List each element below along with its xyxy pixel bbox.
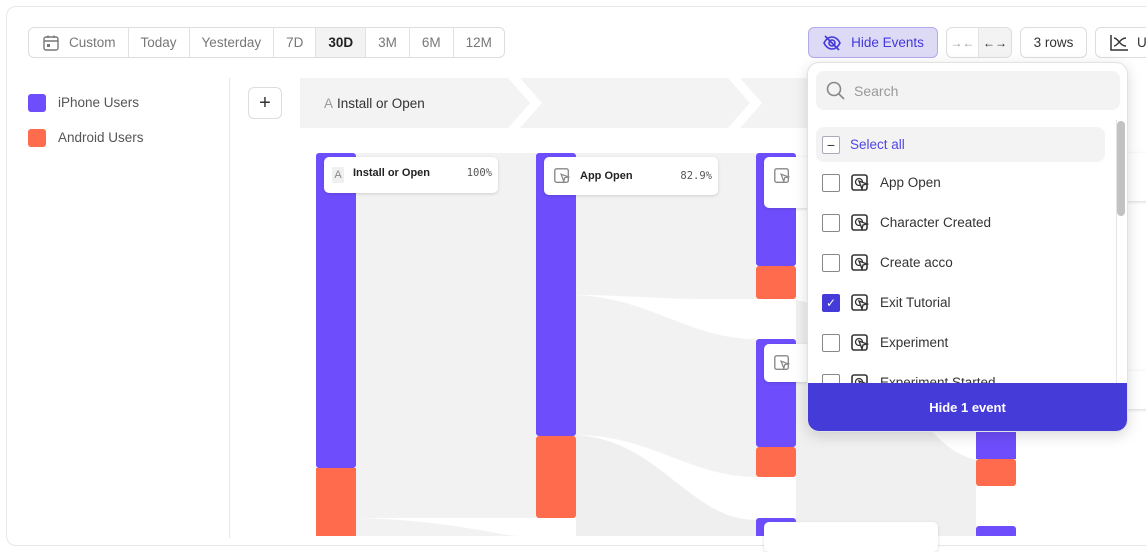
hide-events-dropdown: Search − Select all App Open Character Cr… — [807, 62, 1128, 432]
eye-off-icon — [823, 34, 841, 51]
chart-icon — [1110, 34, 1128, 51]
scrollbar-thumb[interactable] — [1117, 121, 1125, 216]
rows-button[interactable]: 3 rows — [1020, 27, 1087, 58]
date-12m[interactable]: 12M — [465, 35, 492, 50]
event-cursor-icon — [774, 355, 791, 371]
date-7d[interactable]: 7D — [274, 28, 317, 57]
date-30d[interactable]: 30D — [316, 28, 367, 57]
collapse-icon: →← — [950, 35, 975, 50]
event-option[interactable]: ✓ Exit Tutorial — [816, 285, 1105, 320]
event-cursor-icon — [851, 213, 870, 231]
node-card-install[interactable]: A Install or Open 100% — [324, 157, 498, 193]
node-card[interactable] — [764, 522, 938, 552]
event-checkbox[interactable]: ✓ — [822, 293, 840, 312]
flow-link — [576, 435, 756, 536]
date-today[interactable]: Today — [129, 28, 190, 57]
iphone-swatch — [28, 94, 46, 112]
bar-iphone — [536, 153, 576, 436]
step-header-3 — [740, 78, 810, 128]
date-range-selector: Custom Today Yesterday 7D 30D 3M 6M 12M — [28, 27, 505, 58]
bar-iphone — [976, 526, 1016, 536]
sidebar-divider — [229, 78, 230, 538]
flow-link — [356, 518, 520, 536]
search-input[interactable]: Search — [816, 71, 1120, 110]
event-checkbox[interactable] — [822, 173, 840, 192]
event-checkbox[interactable] — [822, 213, 840, 232]
event-option[interactable]: Character Created — [816, 205, 1105, 240]
hide-events-confirm-button[interactable]: Hide 1 event — [808, 383, 1127, 431]
event-cursor-icon — [774, 168, 791, 184]
event-cursor-icon — [554, 168, 571, 184]
event-cursor-icon — [851, 333, 870, 351]
date-3m[interactable]: 3M — [366, 28, 410, 57]
step-header-2 — [520, 78, 750, 128]
scrollbar-track[interactable] — [1116, 120, 1117, 384]
hide-events-button[interactable]: Hide Events — [808, 27, 938, 58]
bar-iphone — [316, 153, 356, 468]
bar-android — [976, 459, 1016, 486]
event-option[interactable]: Experiment — [816, 325, 1105, 360]
date-yesterday[interactable]: Yesterday — [190, 28, 275, 57]
add-step-button[interactable]: + — [248, 87, 282, 119]
calendar-icon — [43, 35, 59, 51]
step-header-title[interactable]: A Install or Open — [324, 96, 425, 111]
select-all-checkbox[interactable]: − — [822, 135, 840, 154]
bar-android — [316, 468, 356, 536]
event-option[interactable]: Create acco — [816, 245, 1105, 280]
date-custom[interactable]: Custom — [29, 28, 129, 57]
event-checkbox[interactable] — [822, 333, 840, 352]
node-card-app-open[interactable]: App Open 82.9% — [544, 157, 718, 195]
step-letter-badge: A — [332, 167, 344, 183]
step-header-1 — [300, 78, 530, 128]
flow-link — [356, 153, 536, 518]
event-cursor-icon — [851, 173, 870, 191]
flow-link — [576, 295, 756, 477]
chart-type-button[interactable]: U — [1095, 27, 1146, 58]
expand-icon: ←→ — [983, 35, 1007, 50]
bar-android — [756, 447, 796, 477]
event-cursor-icon — [851, 253, 870, 271]
event-checkbox[interactable] — [822, 253, 840, 272]
select-all-row[interactable]: − Select all — [816, 127, 1105, 162]
collapse-button[interactable]: →← — [947, 28, 980, 57]
plus-icon: + — [259, 91, 271, 114]
bar-android — [756, 266, 796, 299]
search-icon — [826, 81, 845, 100]
expand-collapse-toggle: →← ←→ — [946, 27, 1012, 58]
android-swatch — [28, 129, 46, 147]
bar-android — [536, 436, 576, 518]
expand-button[interactable]: ←→ — [979, 28, 1011, 57]
event-option[interactable]: App Open — [816, 165, 1105, 200]
event-cursor-icon — [851, 293, 870, 311]
date-6m[interactable]: 6M — [410, 28, 454, 57]
